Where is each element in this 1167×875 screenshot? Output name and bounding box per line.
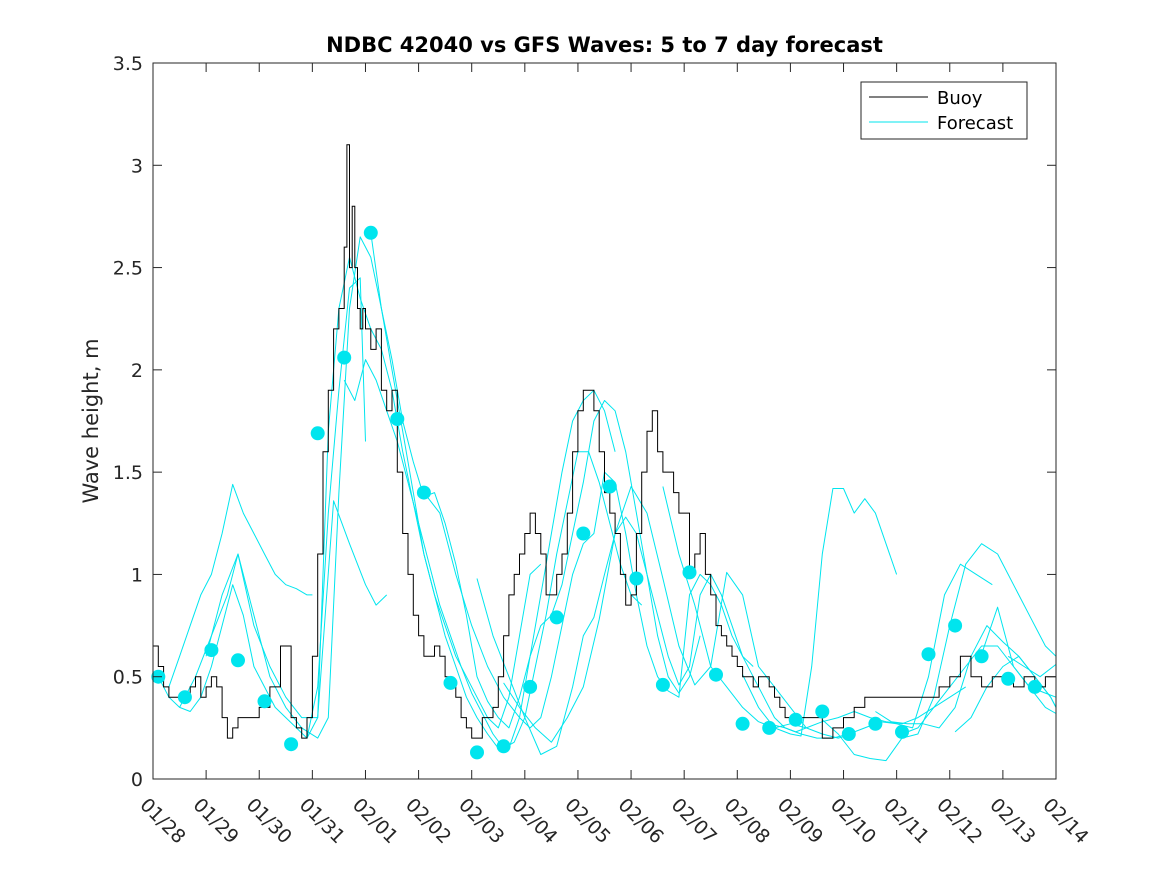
plot-area [153, 63, 1056, 779]
legend-forecast-label: Forecast [937, 113, 1013, 134]
forecast-marker [576, 526, 591, 541]
y-axis-label: Wave height, m [79, 338, 103, 503]
y-tick-label: 2.5 [113, 258, 143, 280]
forecast-marker [363, 225, 378, 240]
forecast-marker [895, 724, 909, 739]
forecast-marker [231, 653, 245, 668]
forecast-marker [868, 716, 883, 731]
legend-box [860, 81, 1028, 140]
forecast-marker [788, 712, 803, 727]
y-tick-label: 1.5 [113, 462, 143, 484]
forecast-marker [709, 667, 723, 682]
forecast-marker [310, 426, 325, 441]
forecast-marker [841, 727, 856, 741]
legend-buoy-label: Buoy [937, 88, 983, 109]
forecast-line-18 [981, 606, 1057, 698]
axes-box [152, 62, 1057, 780]
forecast-marker [815, 704, 830, 719]
forecast-line-12 [742, 488, 898, 737]
forecast-marker [682, 565, 697, 580]
forecast-marker [549, 610, 564, 625]
forecast-marker [629, 571, 644, 586]
forecast-marker [390, 412, 405, 426]
forecast-marker [948, 618, 963, 633]
forecast-line-19 [1007, 655, 1057, 678]
forecast-marker [523, 679, 538, 694]
forecast-marker [921, 647, 936, 662]
y-tick-label: 3.5 [113, 53, 143, 75]
forecast-line-9 [476, 516, 807, 755]
forecast-marker [735, 716, 750, 731]
forecast-marker [257, 694, 272, 709]
forecast-marker [602, 479, 617, 494]
forecast-marker [177, 690, 192, 705]
forecast-marker [496, 739, 511, 754]
forecast-markers-group [151, 225, 1042, 760]
y-tick-label: 3 [131, 155, 143, 177]
forecast-marker [470, 745, 484, 760]
forecast-marker [337, 350, 352, 365]
forecast-line-3 [157, 277, 366, 739]
forecast-marker [416, 485, 431, 500]
forecast-marker [974, 649, 989, 664]
forecast-line-5 [306, 256, 616, 749]
forecast-marker [1001, 671, 1016, 686]
y-axis: 0 0.5 1 1.5 2 2.5 3 3.5 [113, 53, 1056, 791]
buoy-series-group [153, 144, 1056, 739]
y-tick-label: 2 [131, 360, 143, 382]
forecast-line-1 [168, 483, 313, 688]
forecast-marker [762, 720, 777, 735]
forecast-marker [655, 677, 670, 692]
forecast-line-14 [821, 543, 1057, 762]
forecast-line-6 [343, 359, 643, 749]
forecast-marker [1027, 679, 1042, 694]
forecast-line-4 [205, 236, 542, 739]
y-tick-label: 0 [131, 769, 143, 791]
forecast-line-2 [179, 500, 388, 719]
forecast-marker [204, 643, 219, 658]
buoy-line [153, 144, 1056, 739]
forecast-marker [284, 737, 299, 752]
legend: Buoy Forecast [860, 81, 1028, 140]
y-tick-label: 1 [131, 564, 143, 586]
chart-title: NDBC 42040 vs GFS Waves: 5 to 7 day fore… [326, 33, 883, 57]
forecast-marker [443, 675, 458, 690]
y-tick-label: 0.5 [113, 667, 143, 689]
